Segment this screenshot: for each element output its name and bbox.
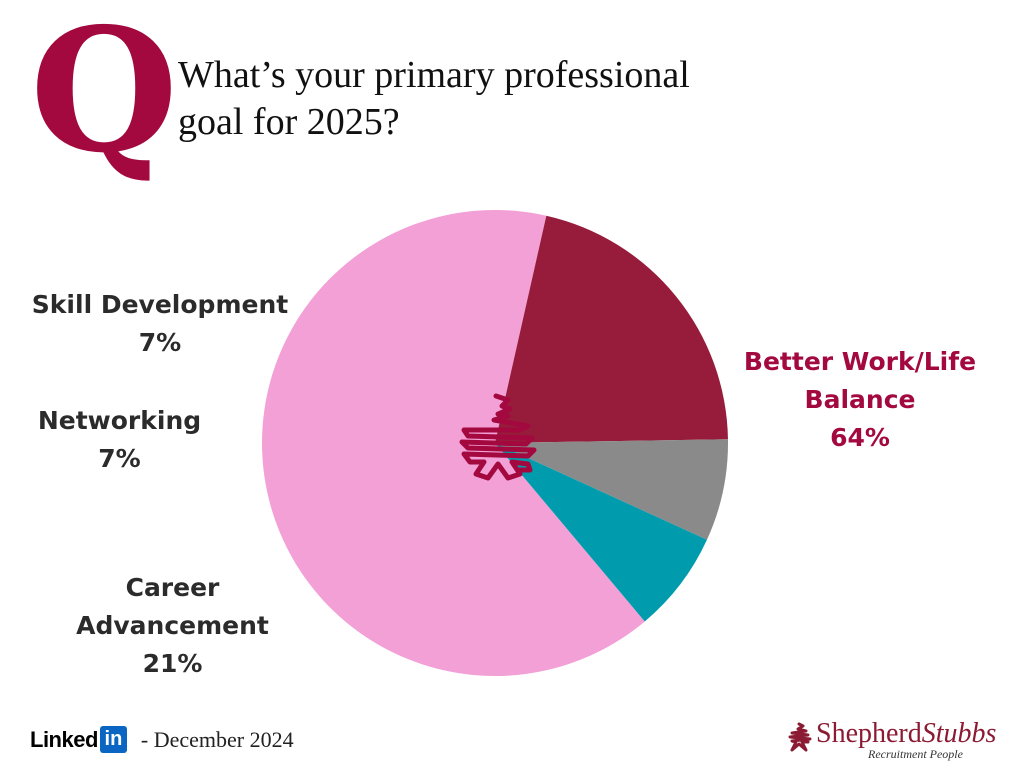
q-badge: Q [30,0,179,191]
brand-name: ShepherdStubbs [816,718,996,749]
slice-value-label: 7% [98,444,141,473]
post-date: - December 2024 [140,726,294,752]
slice-label-line: Advancement [76,611,269,640]
slice-skill-development [495,443,707,622]
slice-work-life-balance [262,210,645,676]
question-title: What’s your primary professional goal fo… [178,52,818,146]
slice-label-line: Better Work/Life [743,347,977,376]
brand-name-part-2: Stubbs [921,718,997,749]
shepherd-stubbs-mark-icon [459,393,537,481]
slice-label-line: Career [125,573,220,602]
slice-value-label: 64% [830,423,890,452]
slice-label-skill-development: Skill Development 7% [20,286,300,362]
linkedin-logo-icon: in [99,726,127,753]
slice-label-networking: Networking 7% [12,402,227,478]
linkedin-logo-text: Linked [30,726,98,752]
slice-label-line: Balance [804,385,916,414]
pie-slices [262,210,728,676]
brand-tagline: Recruitment People [868,747,963,761]
slice-label-line: Networking [37,406,202,435]
question-line-2: goal for 2025? [178,101,400,143]
slice-value-label: 7% [138,328,182,357]
brand-name-part-1: Shepherd [816,718,922,749]
slice-label-work-life-balance: Better Work/Life Balance 64% [730,343,990,457]
slice-career-advancement [495,215,728,443]
slice-label-career-advancement: Career Advancement 21% [60,569,285,683]
slice-networking [495,439,728,540]
shepherd-stubbs-logo: ShepherdStubbs Recruitment People [786,716,1022,762]
slice-label-line: Skill Development [31,290,289,319]
linkedin-footer: Linked in - December 2024 [30,726,294,753]
shepherd-stubbs-mark-icon [788,722,812,752]
question-line-1: What’s your primary professional [178,54,690,96]
slice-value-label: 21% [142,649,203,678]
